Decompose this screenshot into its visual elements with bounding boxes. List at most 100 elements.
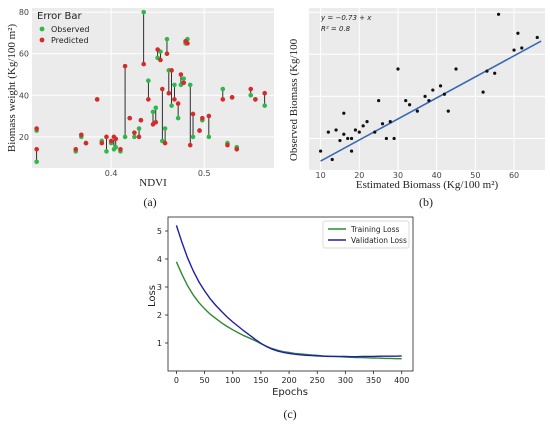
panel-a-predicted-point	[146, 97, 151, 102]
panel-b-data-point	[361, 124, 365, 128]
panel-a-y-ticks: 20 40 60 80	[19, 8, 29, 142]
panel-b-data-point	[353, 128, 358, 132]
panel-b-data-point	[431, 88, 435, 92]
panel-a-predicted-point	[132, 130, 137, 135]
panel-b: 10 20 30 40 50 60 y = −0.73 + x R² = 0.8 Esti…	[288, 8, 545, 209]
panel-a-predicted-point	[108, 138, 114, 144]
panel-a-observed-point	[104, 149, 109, 154]
panel-a-observed-point	[248, 92, 254, 98]
panel-a-predicted-point	[162, 140, 168, 146]
panel-b-x-tick-label: 10	[316, 171, 326, 180]
panel-a-predicted-point	[94, 97, 100, 102]
panel-b-data-point	[493, 71, 497, 75]
panel-a-predicted-point	[34, 146, 39, 152]
panel-c-legend-training-label: Training Loss	[350, 225, 400, 234]
panel-a-predicted-point	[262, 90, 267, 96]
panel-a-predicted-point	[83, 140, 89, 146]
panel-b-x-axis-title: Estimated Biomass (Kg/100 m²)	[356, 179, 499, 191]
panel-a-predicted-point	[169, 68, 174, 73]
panel-a-observed-point	[132, 134, 137, 140]
panel-a-predicted-point	[153, 119, 159, 125]
panel-c-y-tick-label: 3	[157, 283, 162, 292]
panel-b-data-point	[349, 149, 354, 153]
panel-b-fit-line	[320, 40, 542, 162]
panel-a-label: (a)	[143, 195, 156, 209]
panel-b-points	[319, 12, 539, 162]
panel-b-y-axis-title: Observed Biomass (Kg/100	[288, 38, 300, 161]
panel-b-data-point	[346, 136, 350, 141]
panel-a-observed-point	[187, 82, 193, 88]
panel-a-y-tick-label: 60	[19, 50, 29, 59]
panel-c-x-axis-title: Epochs	[272, 387, 308, 398]
panel-a-predicted-point	[155, 47, 160, 52]
panel-b-data-point	[342, 111, 346, 115]
panel-a-legend-observed-label: Observed	[51, 25, 90, 34]
panel-a-y-tick-label: 40	[19, 91, 29, 100]
panel-a-predicted-point	[166, 90, 172, 96]
panel-a-predicted-point	[138, 117, 144, 123]
panel-a-predicted-point	[34, 126, 39, 131]
panel-b-data-point	[496, 12, 501, 16]
panel-b-data-point	[512, 48, 516, 52]
panel-c-label: (c)	[283, 407, 296, 421]
panel-b-data-point	[446, 109, 450, 113]
panel-b-data-point	[365, 120, 369, 124]
panel-b-data-point	[427, 98, 431, 103]
panel-a-observed-point	[162, 126, 168, 131]
panel-b-x-tick-label: 20	[354, 171, 364, 180]
panel-a-predicted-point	[253, 97, 258, 102]
panel-b-data-point	[380, 122, 385, 126]
panel-a-predicted-point	[197, 128, 202, 133]
panel-a-observed-point	[136, 126, 142, 131]
panel-c-legend-validation-label: Validation Loss	[351, 236, 407, 245]
panel-b-data-point	[423, 94, 427, 98]
panel-a-predicted-point	[178, 72, 184, 77]
panel-a-observed-point	[146, 78, 151, 84]
panel-b-data-point	[377, 98, 381, 103]
panel-b-x-tick-label: 60	[509, 171, 519, 180]
panel-b-x-tick-label: 40	[432, 171, 442, 180]
panel-a-observed-point	[169, 103, 174, 108]
panel-a-legend-predicted-marker	[39, 37, 45, 43]
panel-b-data-point	[415, 109, 419, 113]
panel-a-observed-point	[190, 134, 196, 140]
panel-c: 0 50 100 150 200 250 300 350 400 1 2 3 4 5 Training L…	[147, 216, 414, 421]
panel-a-observed-point	[172, 82, 177, 88]
panel-a-predicted-point	[185, 41, 190, 46]
panel-c-x-tick-label: 350	[366, 376, 381, 385]
panel-a-predicted-point	[158, 57, 163, 63]
panel-a-observed-point	[113, 144, 119, 150]
panel-c-y-axis-title: Loss	[147, 285, 158, 307]
panel-a-observed-point	[181, 76, 187, 81]
panel-b-data-point	[438, 84, 443, 88]
panel-b-x-ticks: 10 20 30 40 50 60	[316, 171, 520, 180]
panel-b-data-point	[334, 128, 338, 132]
panel-c-x-tick-label: 250	[310, 376, 325, 385]
panel-b-data-point	[404, 98, 408, 103]
panel-a-predicted-point	[206, 113, 212, 119]
panel-a: 20 40 60 80 0.4 0.5 Error Bar Observed Predi…	[6, 8, 274, 209]
panel-a-legend-predicted-label: Predicted	[51, 36, 89, 45]
panel-b-data-point	[384, 136, 388, 141]
panel-b-data-point	[342, 132, 346, 136]
panel-a-predicted-point	[229, 95, 235, 100]
panel-a-x-axis-title: NDVI	[139, 177, 167, 189]
panel-a-predicted-point	[164, 51, 170, 57]
panel-b-data-point	[516, 31, 520, 35]
panel-b-data-point	[330, 157, 334, 162]
panel-a-legend-observed-marker	[39, 26, 45, 32]
panel-c-x-tick-label: 300	[338, 376, 353, 385]
panel-a-y-axis-title: Biomass weight (Kg/100 m²)	[6, 24, 18, 153]
panel-c-ticks: 0 50 100 150 200 250 300 350 400 1 2 3 4 5	[157, 227, 409, 385]
panel-b-data-point	[338, 138, 342, 143]
panel-b-data-point	[319, 149, 323, 153]
panel-a-predicted-point	[225, 142, 230, 148]
panel-c-y-tick-label: 2	[157, 311, 162, 320]
panel-a-observed-point	[262, 103, 267, 108]
panel-a-predicted-point	[234, 146, 240, 152]
panel-a-predicted-point	[181, 80, 187, 86]
panel-b-data-point	[326, 130, 330, 134]
panel-a-predicted-point	[104, 134, 109, 140]
panel-b-data-point	[388, 120, 392, 124]
